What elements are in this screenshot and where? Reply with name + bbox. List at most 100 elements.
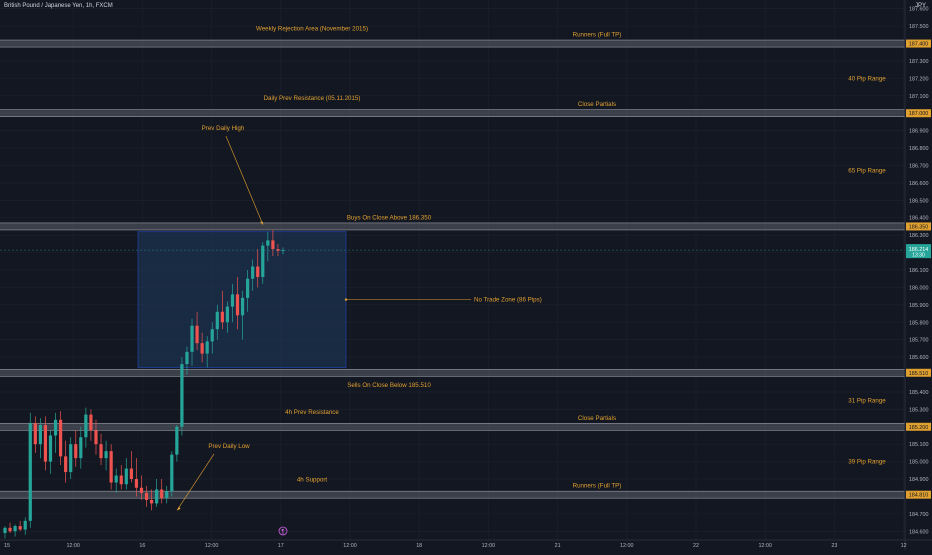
zone-band	[0, 109, 905, 117]
prev-daily-high-arrowhead	[260, 221, 263, 225]
candle-body	[13, 526, 17, 532]
candle-body	[74, 444, 78, 459]
candle-body	[195, 325, 199, 344]
candle-body	[281, 250, 285, 251]
time-tick-label: 16	[139, 543, 145, 549]
candle-body	[18, 526, 22, 530]
time-tick-label: 12:00	[620, 543, 634, 549]
candle-body	[155, 489, 159, 504]
candle-body	[3, 527, 7, 534]
price-tick-label: 187.200	[909, 76, 929, 82]
candle-body	[23, 520, 27, 530]
price-tick-label: 186.300	[909, 233, 929, 239]
price-tick-label: 187.300	[909, 59, 929, 65]
price-label-badge	[906, 39, 931, 48]
price-tick-label: 185.300	[909, 407, 929, 413]
price-tick-label: 186.900	[909, 129, 929, 135]
candle-body	[69, 444, 73, 473]
price-tick-label: 184.600	[909, 529, 929, 535]
time-tick-label: 18	[416, 543, 422, 549]
price-tick-label: 186.700	[909, 163, 929, 169]
candle-body	[89, 414, 93, 431]
candle-body	[94, 430, 98, 445]
price-tick-label: 185.700	[909, 338, 929, 344]
prev-daily-low-arrow	[176, 453, 215, 511]
price-tick-label: 186.000	[909, 285, 929, 291]
price-tick-label: 184.700	[909, 512, 929, 518]
candle-body	[246, 278, 250, 298]
time-tick-label: 12:00	[66, 543, 80, 549]
price-label-text: 187.400	[909, 42, 929, 48]
price-tick-label: 184.900	[909, 477, 929, 483]
zone-center-label: Sells On Close Below 185.510	[347, 382, 431, 389]
candle-body	[53, 419, 58, 436]
last-price-text: 186.214	[909, 247, 929, 253]
candle-body	[114, 475, 118, 483]
zone-center-label: Buys On Close Above 186.350	[347, 214, 432, 221]
prev-daily-low-label: Prev Daily Low	[208, 443, 250, 450]
candle-body	[79, 437, 83, 459]
price-tick-label: 186.800	[909, 146, 929, 152]
price-tick-label: 185.600	[909, 355, 929, 361]
candle-body	[59, 419, 63, 457]
time-tick-label: 15	[4, 543, 10, 549]
candle-body	[256, 266, 260, 277]
price-label-badge	[906, 109, 931, 118]
price-tick-label: 187.600	[909, 7, 929, 13]
price-tick-label: 185.800	[909, 320, 929, 326]
price-label-badge	[906, 422, 931, 431]
candle-body	[205, 341, 209, 354]
range-label: 39 Pip Range	[848, 459, 886, 466]
event-marker-icon	[278, 526, 288, 536]
prev-daily-high-arrow	[225, 136, 264, 225]
candle-body	[139, 487, 144, 493]
symbol-title[interactable]: British Pound / Japanese Yen, 1h, FXCM	[4, 3, 113, 9]
zone-band	[0, 40, 905, 48]
zone-band	[0, 369, 905, 377]
price-tick-label: 185.400	[909, 390, 929, 396]
price-tick-label: 186.600	[909, 181, 929, 187]
zone-right-label: Runners (Full TP)	[573, 483, 622, 490]
candle-body	[266, 240, 270, 246]
time-axis[interactable]: 15 12:00 16 12:00 17 12:00 18 12:00 21 12:00 22 12:…	[0, 539, 932, 549]
time-tick-label: 17	[278, 543, 284, 549]
time-tick-label: 12:00	[205, 543, 219, 549]
candle-body	[200, 343, 204, 354]
time-tick-label: 12	[901, 543, 907, 549]
price-tick-label: 186.400	[909, 216, 929, 222]
price-label-badge	[906, 368, 931, 377]
zone-band	[0, 222, 905, 230]
time-tick-label: 12:00	[482, 543, 496, 549]
candle-body	[160, 489, 164, 499]
candle-body	[48, 435, 53, 462]
zone-band	[0, 491, 905, 499]
candle-body	[119, 475, 123, 485]
candle-body	[190, 325, 194, 352]
candle-body	[271, 240, 275, 250]
candle-body	[33, 423, 37, 445]
time-tick-label: 22	[693, 543, 699, 549]
candle-body	[84, 414, 88, 438]
time-tick-label: 12:00	[758, 543, 772, 549]
candle-body	[180, 364, 184, 427]
candle-body	[165, 491, 169, 499]
horizontal-zones	[0, 39, 905, 499]
candle-body	[185, 351, 189, 365]
prev-daily-low-arrowhead	[177, 506, 181, 511]
currency-label: JPY	[914, 3, 926, 9]
candle-body	[170, 454, 174, 492]
candle-body	[104, 451, 108, 459]
price-tick-label: 186.500	[909, 198, 929, 204]
candle-body	[99, 444, 103, 459]
event-marker-glyph: ¶	[281, 530, 284, 536]
price-axis[interactable]: 184.600184.700184.800184.900185.000185.1…	[904, 0, 931, 550]
candle-body	[220, 311, 224, 323]
candle-body	[235, 294, 240, 316]
range-label: 40 Pip Range	[848, 75, 886, 82]
annotations: Weekly Rejection Area (November 2015) Run…	[0, 26, 905, 536]
zone-left-label: 4h Support	[297, 477, 328, 484]
candle-body	[251, 266, 255, 279]
candle-body	[129, 468, 133, 480]
